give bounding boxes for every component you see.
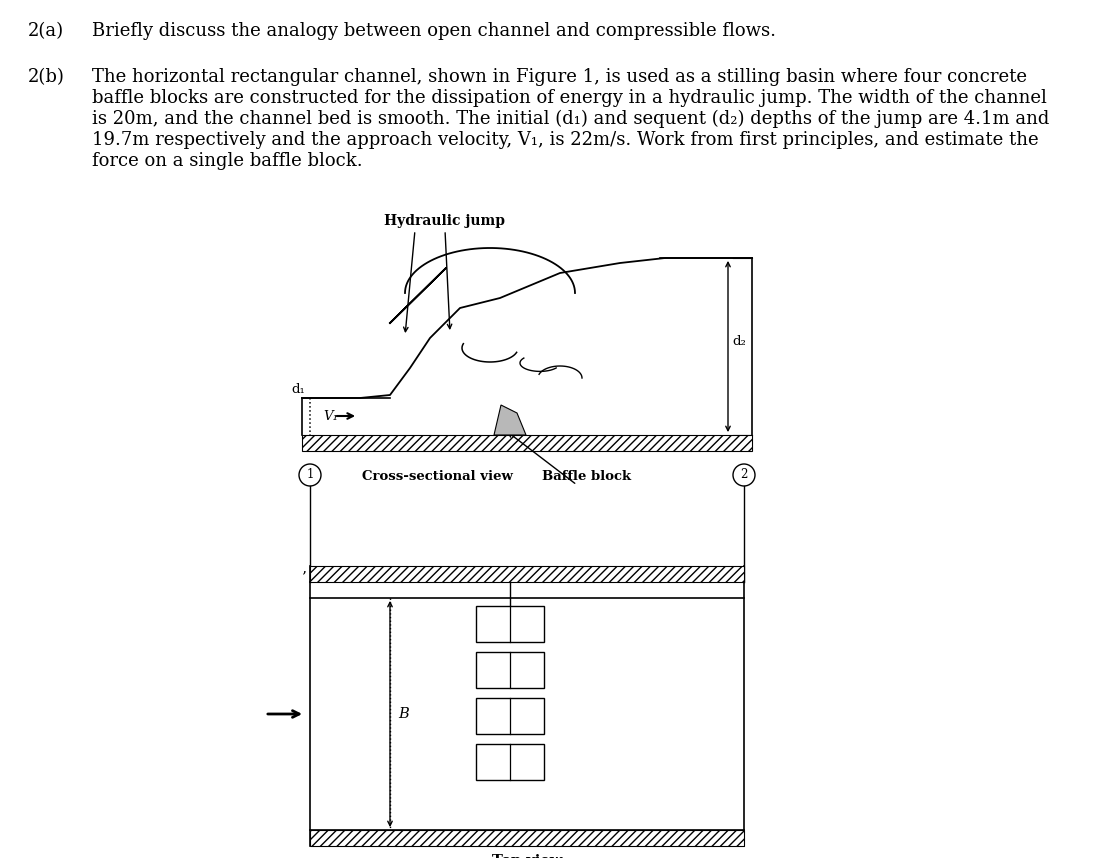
Polygon shape bbox=[494, 405, 526, 435]
Bar bbox=[302, 435, 752, 451]
Text: B: B bbox=[398, 707, 409, 721]
Bar bbox=[310, 830, 744, 846]
Bar bbox=[476, 652, 544, 688]
Text: force on a single baffle block.: force on a single baffle block. bbox=[92, 152, 362, 170]
Text: ’: ’ bbox=[302, 570, 307, 584]
Text: d₂: d₂ bbox=[732, 335, 745, 348]
Text: 2: 2 bbox=[740, 468, 748, 481]
Text: 19.7m respectively and the approach velocity, V₁, is 22m/s. Work from first prin: 19.7m respectively and the approach velo… bbox=[92, 131, 1039, 149]
Text: is 20m, and the channel bed is smooth. The initial (d₁) and sequent (d₂) depths : is 20m, and the channel bed is smooth. T… bbox=[92, 110, 1050, 128]
Bar bbox=[476, 744, 544, 780]
Bar bbox=[310, 566, 744, 582]
Text: d₁: d₁ bbox=[291, 383, 306, 396]
Text: 2(b): 2(b) bbox=[28, 68, 64, 86]
Text: 1: 1 bbox=[307, 468, 313, 481]
Text: Cross-sectional view: Cross-sectional view bbox=[362, 470, 513, 484]
Text: 2(a): 2(a) bbox=[28, 22, 64, 40]
Text: baffle blocks are constructed for the dissipation of energy in a hydraulic jump.: baffle blocks are constructed for the di… bbox=[92, 89, 1047, 107]
Text: Hydraulic jump: Hydraulic jump bbox=[384, 214, 506, 228]
Bar bbox=[476, 606, 544, 642]
Bar bbox=[476, 698, 544, 734]
Text: The horizontal rectangular channel, shown in Figure 1, is used as a stilling bas: The horizontal rectangular channel, show… bbox=[92, 68, 1027, 86]
Text: Briefly discuss the analogy between open channel and compressible flows.: Briefly discuss the analogy between open… bbox=[92, 22, 775, 40]
Text: V₁: V₁ bbox=[323, 409, 338, 422]
Text: Baffle block: Baffle block bbox=[542, 470, 631, 484]
Text: Top view: Top view bbox=[492, 854, 562, 858]
